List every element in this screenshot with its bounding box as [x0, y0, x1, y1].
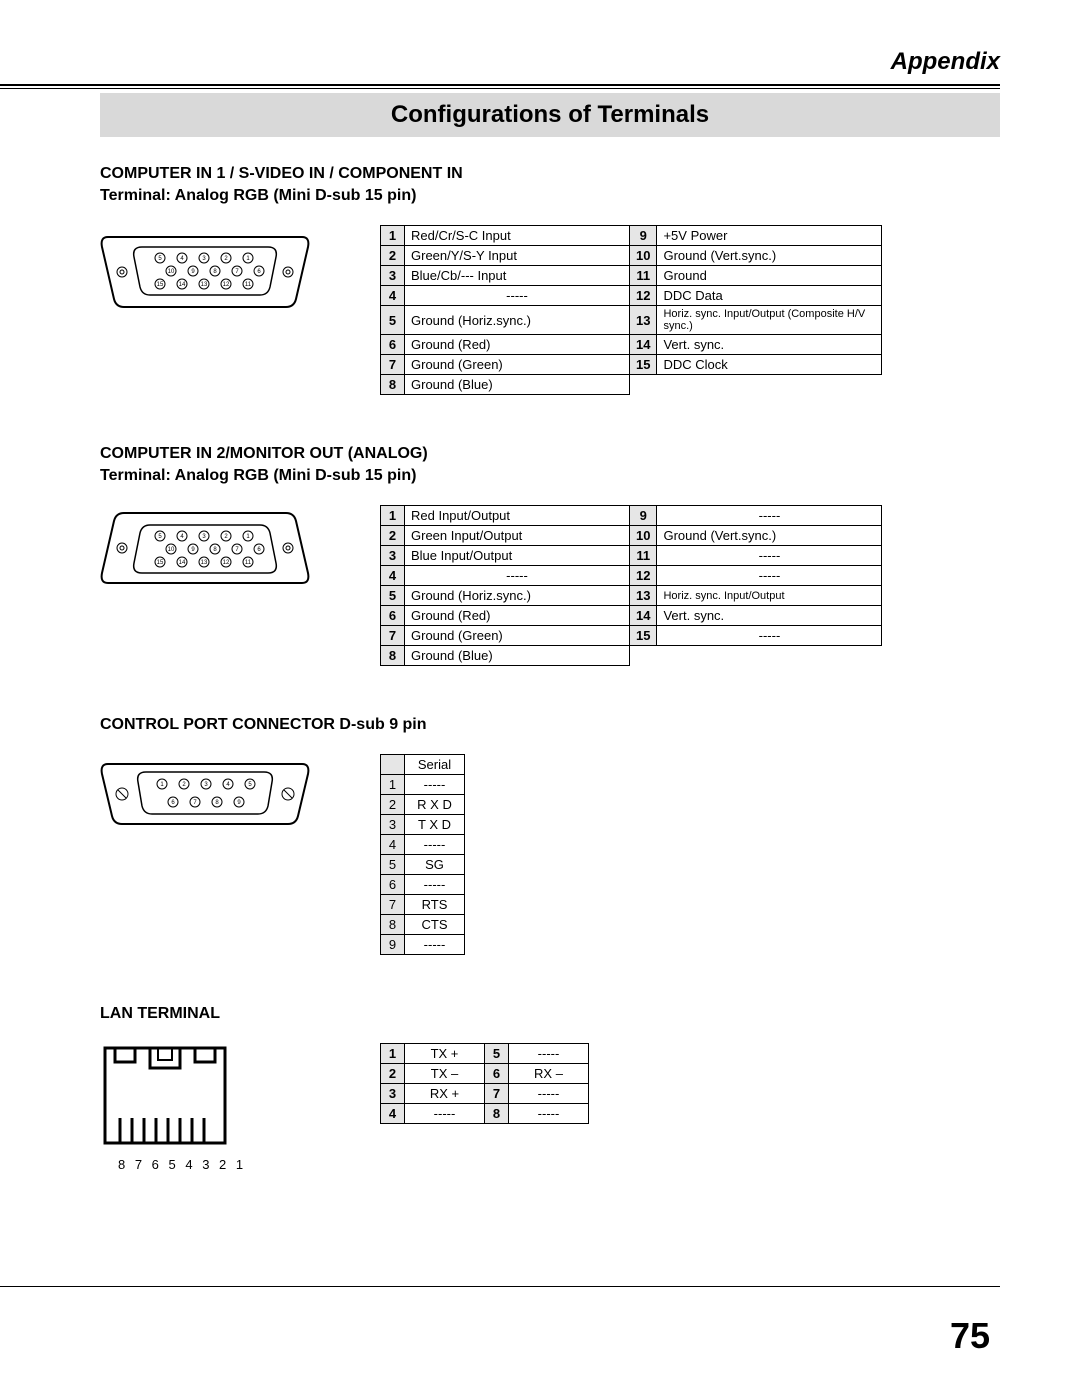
- svg-text:15: 15: [157, 560, 164, 566]
- conn2-titles: COMPUTER IN 2/MONITOR OUT (ANALOG) Termi…: [100, 445, 1000, 485]
- footer-rule: [0, 1286, 1000, 1287]
- svg-text:6: 6: [257, 269, 261, 275]
- svg-text:10: 10: [168, 269, 175, 275]
- conn2-diagram: 5 4 3 2 1 10 9 8 7 6 15 14 13 12 11: [100, 505, 330, 595]
- conn3-section: 1 2 3 4 5 6 7 8 9 Serial 1----- 2R X D 3…: [100, 754, 1000, 955]
- svg-text:7: 7: [235, 269, 239, 275]
- svg-text:2: 2: [224, 256, 228, 262]
- svg-text:14: 14: [179, 282, 186, 288]
- svg-text:8: 8: [215, 800, 219, 806]
- conn1-section: 5 4 3 2 1 10 9 8 7 6 15 14 13 12 11: [100, 225, 1000, 395]
- svg-text:10: 10: [168, 547, 175, 553]
- svg-text:13: 13: [201, 560, 208, 566]
- conn3-diagram: 1 2 3 4 5 6 7 8 9: [100, 754, 330, 834]
- conn4-diagram: 8 7 6 5 4 3 2 1: [100, 1043, 330, 1172]
- svg-text:12: 12: [223, 560, 230, 566]
- svg-text:2: 2: [224, 534, 228, 540]
- conn4-title1: LAN TERMINAL: [100, 1005, 1000, 1023]
- appendix-label: Appendix: [100, 48, 1000, 76]
- svg-text:1: 1: [160, 782, 164, 788]
- conn1-titles: COMPUTER IN 1 / S-VIDEO IN / COMPONENT I…: [100, 165, 1000, 205]
- svg-text:7: 7: [235, 547, 239, 553]
- svg-text:4: 4: [180, 534, 184, 540]
- svg-text:3: 3: [202, 534, 206, 540]
- page-number: 75: [950, 1315, 990, 1357]
- svg-text:9: 9: [237, 800, 241, 806]
- svg-text:8: 8: [213, 269, 217, 275]
- svg-text:7: 7: [193, 800, 197, 806]
- svg-text:13: 13: [201, 282, 208, 288]
- svg-text:8: 8: [213, 547, 217, 553]
- conn4-section: 8 7 6 5 4 3 2 1 1TX +5----- 2TX –6RX – 3…: [100, 1043, 1000, 1172]
- svg-text:11: 11: [245, 560, 252, 566]
- conn1-diagram: 5 4 3 2 1 10 9 8 7 6 15 14 13 12 11: [100, 225, 330, 315]
- conn2-title2: Terminal: Analog RGB (Mini D-sub 15 pin): [100, 467, 1000, 485]
- svg-text:15: 15: [157, 282, 164, 288]
- svg-text:4: 4: [180, 256, 184, 262]
- svg-text:9: 9: [191, 269, 195, 275]
- svg-text:14: 14: [179, 560, 186, 566]
- conn2-section: 5 4 3 2 1 10 9 8 7 6 15 14 13 12 11: [100, 505, 1000, 666]
- conn1-table: 1Red/Cr/S-C Input9+5V Power 2Green/Y/S-Y…: [380, 225, 882, 395]
- svg-text:6: 6: [171, 800, 175, 806]
- conn2-table: 1Red Input/Output9----- 2Green Input/Out…: [380, 505, 882, 666]
- conn3-table: Serial 1----- 2R X D 3T X D 4----- 5SG 6…: [380, 754, 465, 955]
- svg-text:5: 5: [158, 534, 162, 540]
- svg-text:1: 1: [246, 534, 250, 540]
- svg-text:5: 5: [248, 782, 252, 788]
- conn4-table: 1TX +5----- 2TX –6RX – 3RX +7----- 4----…: [380, 1043, 589, 1124]
- conn1-title1: COMPUTER IN 1 / S-VIDEO IN / COMPONENT I…: [100, 165, 1000, 183]
- svg-text:6: 6: [257, 547, 261, 553]
- svg-text:12: 12: [223, 282, 230, 288]
- lan-pin-numbers: 8 7 6 5 4 3 2 1: [118, 1157, 330, 1172]
- conn1-title2: Terminal: Analog RGB (Mini D-sub 15 pin): [100, 187, 1000, 205]
- conn3-title1: CONTROL PORT CONNECTOR D-sub 9 pin: [100, 716, 1000, 734]
- page-banner: Configurations of Terminals: [100, 93, 1000, 137]
- svg-text:5: 5: [158, 256, 162, 262]
- svg-text:9: 9: [191, 547, 195, 553]
- svg-text:4: 4: [226, 782, 230, 788]
- header-rule: [0, 84, 1000, 89]
- svg-text:11: 11: [245, 282, 252, 288]
- svg-text:2: 2: [182, 782, 186, 788]
- svg-text:3: 3: [202, 256, 206, 262]
- conn2-title1: COMPUTER IN 2/MONITOR OUT (ANALOG): [100, 445, 1000, 463]
- svg-text:3: 3: [204, 782, 208, 788]
- svg-text:1: 1: [246, 256, 250, 262]
